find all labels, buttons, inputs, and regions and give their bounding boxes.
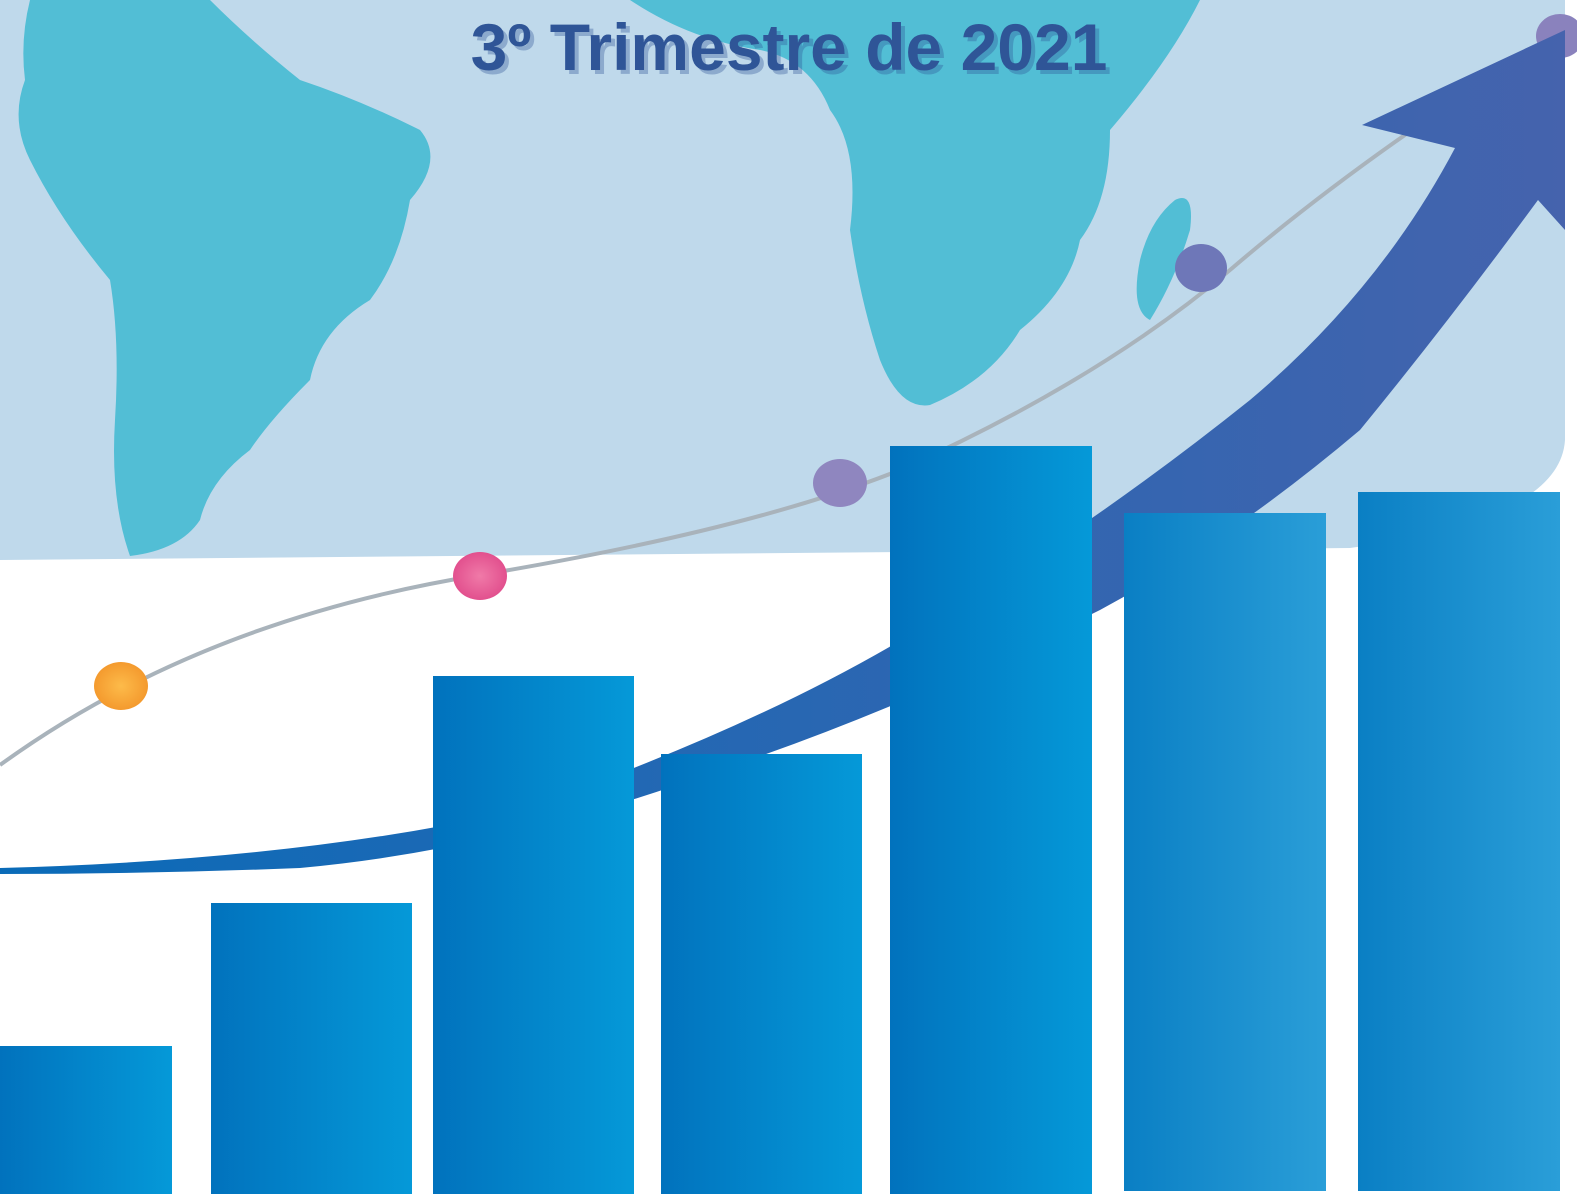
bar [890,446,1092,1194]
bar [433,676,634,1194]
bar [1124,513,1326,1191]
bar [1358,492,1560,1191]
dot [94,662,148,710]
bar [211,903,412,1194]
continent [18,0,431,556]
dot [813,459,867,507]
bar [661,754,862,1194]
continent [1136,198,1191,320]
bar [0,1046,172,1194]
continent [630,0,1200,406]
title: 3º Trimestre de 2021 [471,10,1108,84]
title-shadow: 3º Trimestre de 2021 [475,14,1112,88]
dot [1175,244,1227,292]
growth-arrow [0,30,1565,874]
dot [453,552,507,600]
